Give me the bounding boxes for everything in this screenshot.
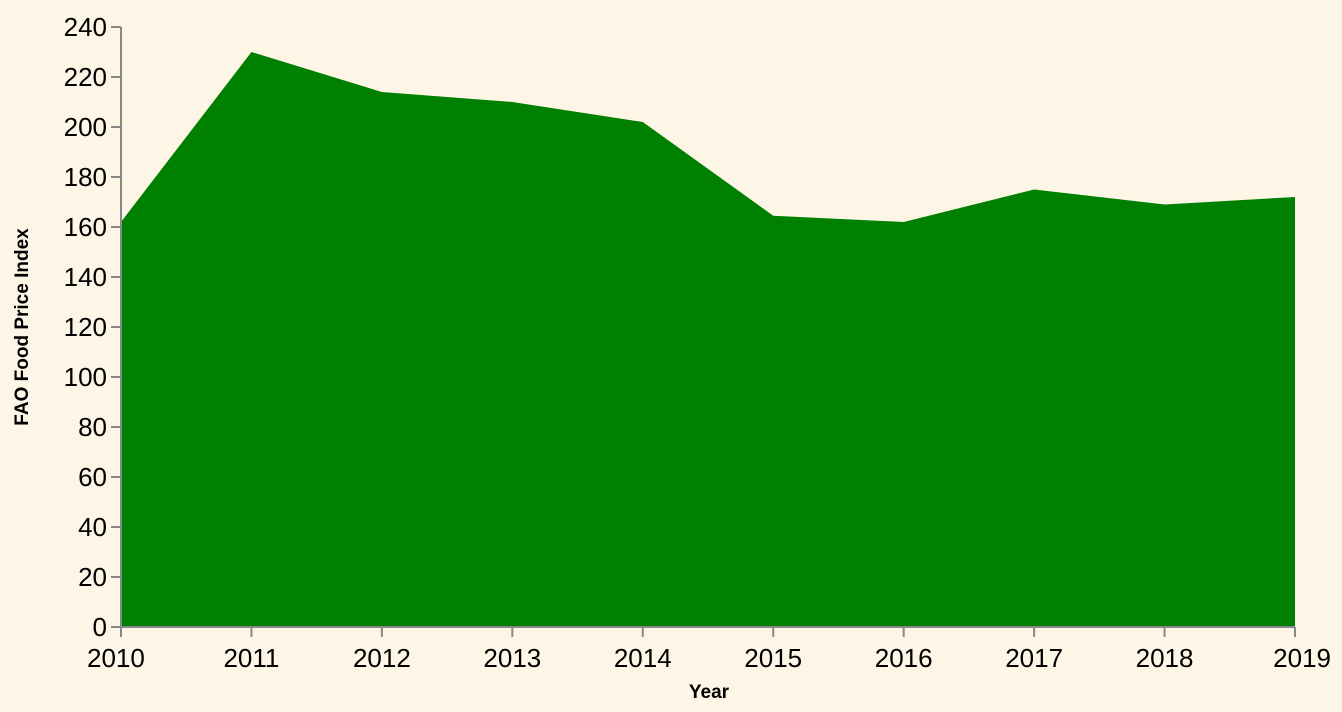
y-tick-label: 100 (64, 362, 107, 392)
x-tick-label: 2014 (614, 643, 672, 673)
y-axis: 0 20 40 60 80 100 120 140 160 180 200 220 240 (64, 12, 122, 642)
area-series (121, 52, 1295, 627)
x-axis-title: Year (689, 682, 730, 703)
x-tick-label: 2019 (1273, 643, 1331, 673)
x-tick-label: 2015 (744, 643, 802, 673)
x-tick-label: 2011 (223, 643, 279, 673)
y-tick-label: 80 (78, 412, 107, 442)
y-tick-label: 160 (64, 212, 107, 242)
y-tick-label: 120 (64, 312, 107, 342)
y-tick-label: 240 (64, 12, 107, 42)
y-tick-label: 40 (78, 512, 107, 542)
y-tick-label: 20 (78, 562, 107, 592)
y-axis-title: FAO Food Price Index (12, 228, 33, 426)
x-axis: 2010 2011 2012 2013 2014 2015 2016 2017 2018 2019 (87, 626, 1331, 673)
y-tick-label: 140 (64, 262, 107, 292)
x-tick-label: 2012 (353, 643, 411, 673)
x-tick-label: 2017 (1005, 643, 1063, 673)
y-tick-label: 200 (64, 112, 107, 142)
x-tick-label: 2018 (1136, 643, 1194, 673)
y-tick-label: 220 (64, 62, 107, 92)
y-tick-label: 60 (78, 462, 107, 492)
y-tick-label: 180 (64, 162, 107, 192)
area-layer (121, 52, 1295, 627)
x-tick-label: 2013 (483, 643, 541, 673)
y-tick-label: 0 (93, 612, 107, 642)
x-tick-label: 2010 (87, 643, 145, 673)
x-tick-label: 2016 (875, 643, 933, 673)
